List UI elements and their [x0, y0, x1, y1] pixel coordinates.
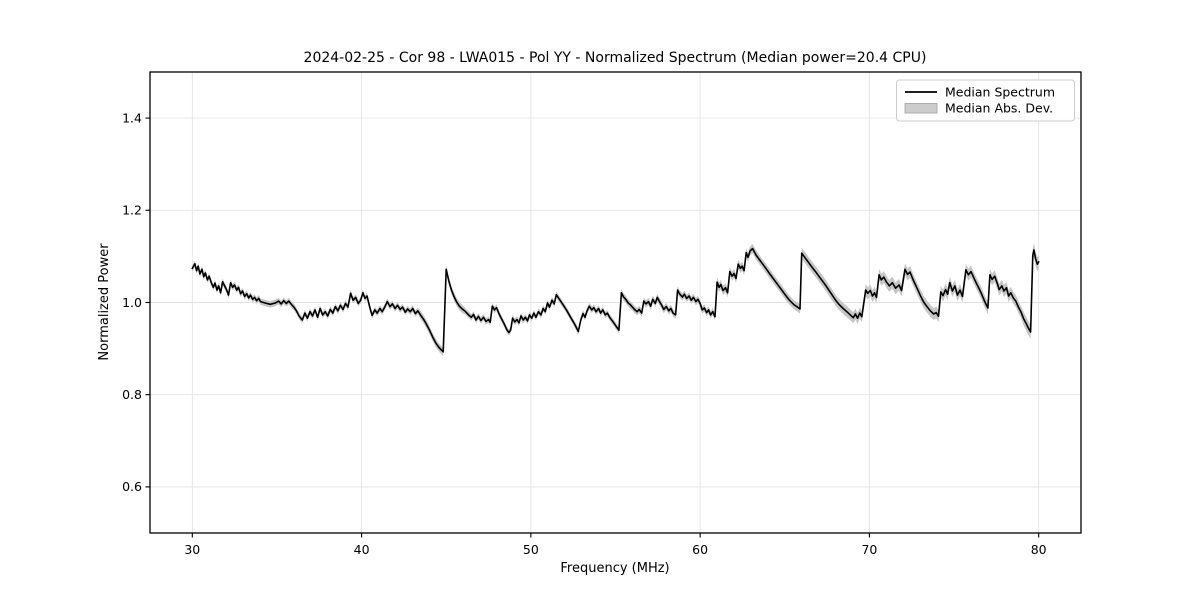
chart-title: 2024-02-25 - Cor 98 - LWA015 - Pol YY - … — [304, 50, 927, 66]
y-axis: 0.6 0.8 1.0 1.2 1.4 — [122, 110, 150, 494]
legend: Median Spectrum Median Abs. Dev. — [896, 79, 1075, 122]
y-tick-label: 1.4 — [122, 110, 142, 125]
legend-label-median-spectrum: Median Spectrum — [945, 85, 1055, 100]
x-tick-label: 70 — [861, 542, 877, 557]
median-spectrum-line — [191, 247, 1040, 353]
x-tick-label: 30 — [184, 542, 200, 557]
x-tick-label: 50 — [523, 542, 539, 557]
x-tick-label: 80 — [1031, 542, 1047, 557]
legend-box — [896, 79, 1075, 122]
y-axis-label: Normalized Power — [97, 243, 112, 361]
y-tick-label: 0.6 — [122, 479, 142, 494]
legend-patch-sample — [904, 103, 938, 114]
x-tick-label: 40 — [354, 542, 370, 557]
legend-label-median-abs-dev: Median Abs. Dev. — [945, 101, 1053, 116]
y-tick-label: 1.2 — [122, 203, 142, 218]
y-tick-label: 0.8 — [122, 387, 142, 402]
y-tick-label: 1.0 — [122, 295, 142, 310]
x-axis: 30 40 50 60 70 80 — [184, 533, 1047, 557]
x-tick-label: 60 — [692, 542, 708, 557]
x-axis-label: Frequency (MHz) — [560, 561, 669, 576]
